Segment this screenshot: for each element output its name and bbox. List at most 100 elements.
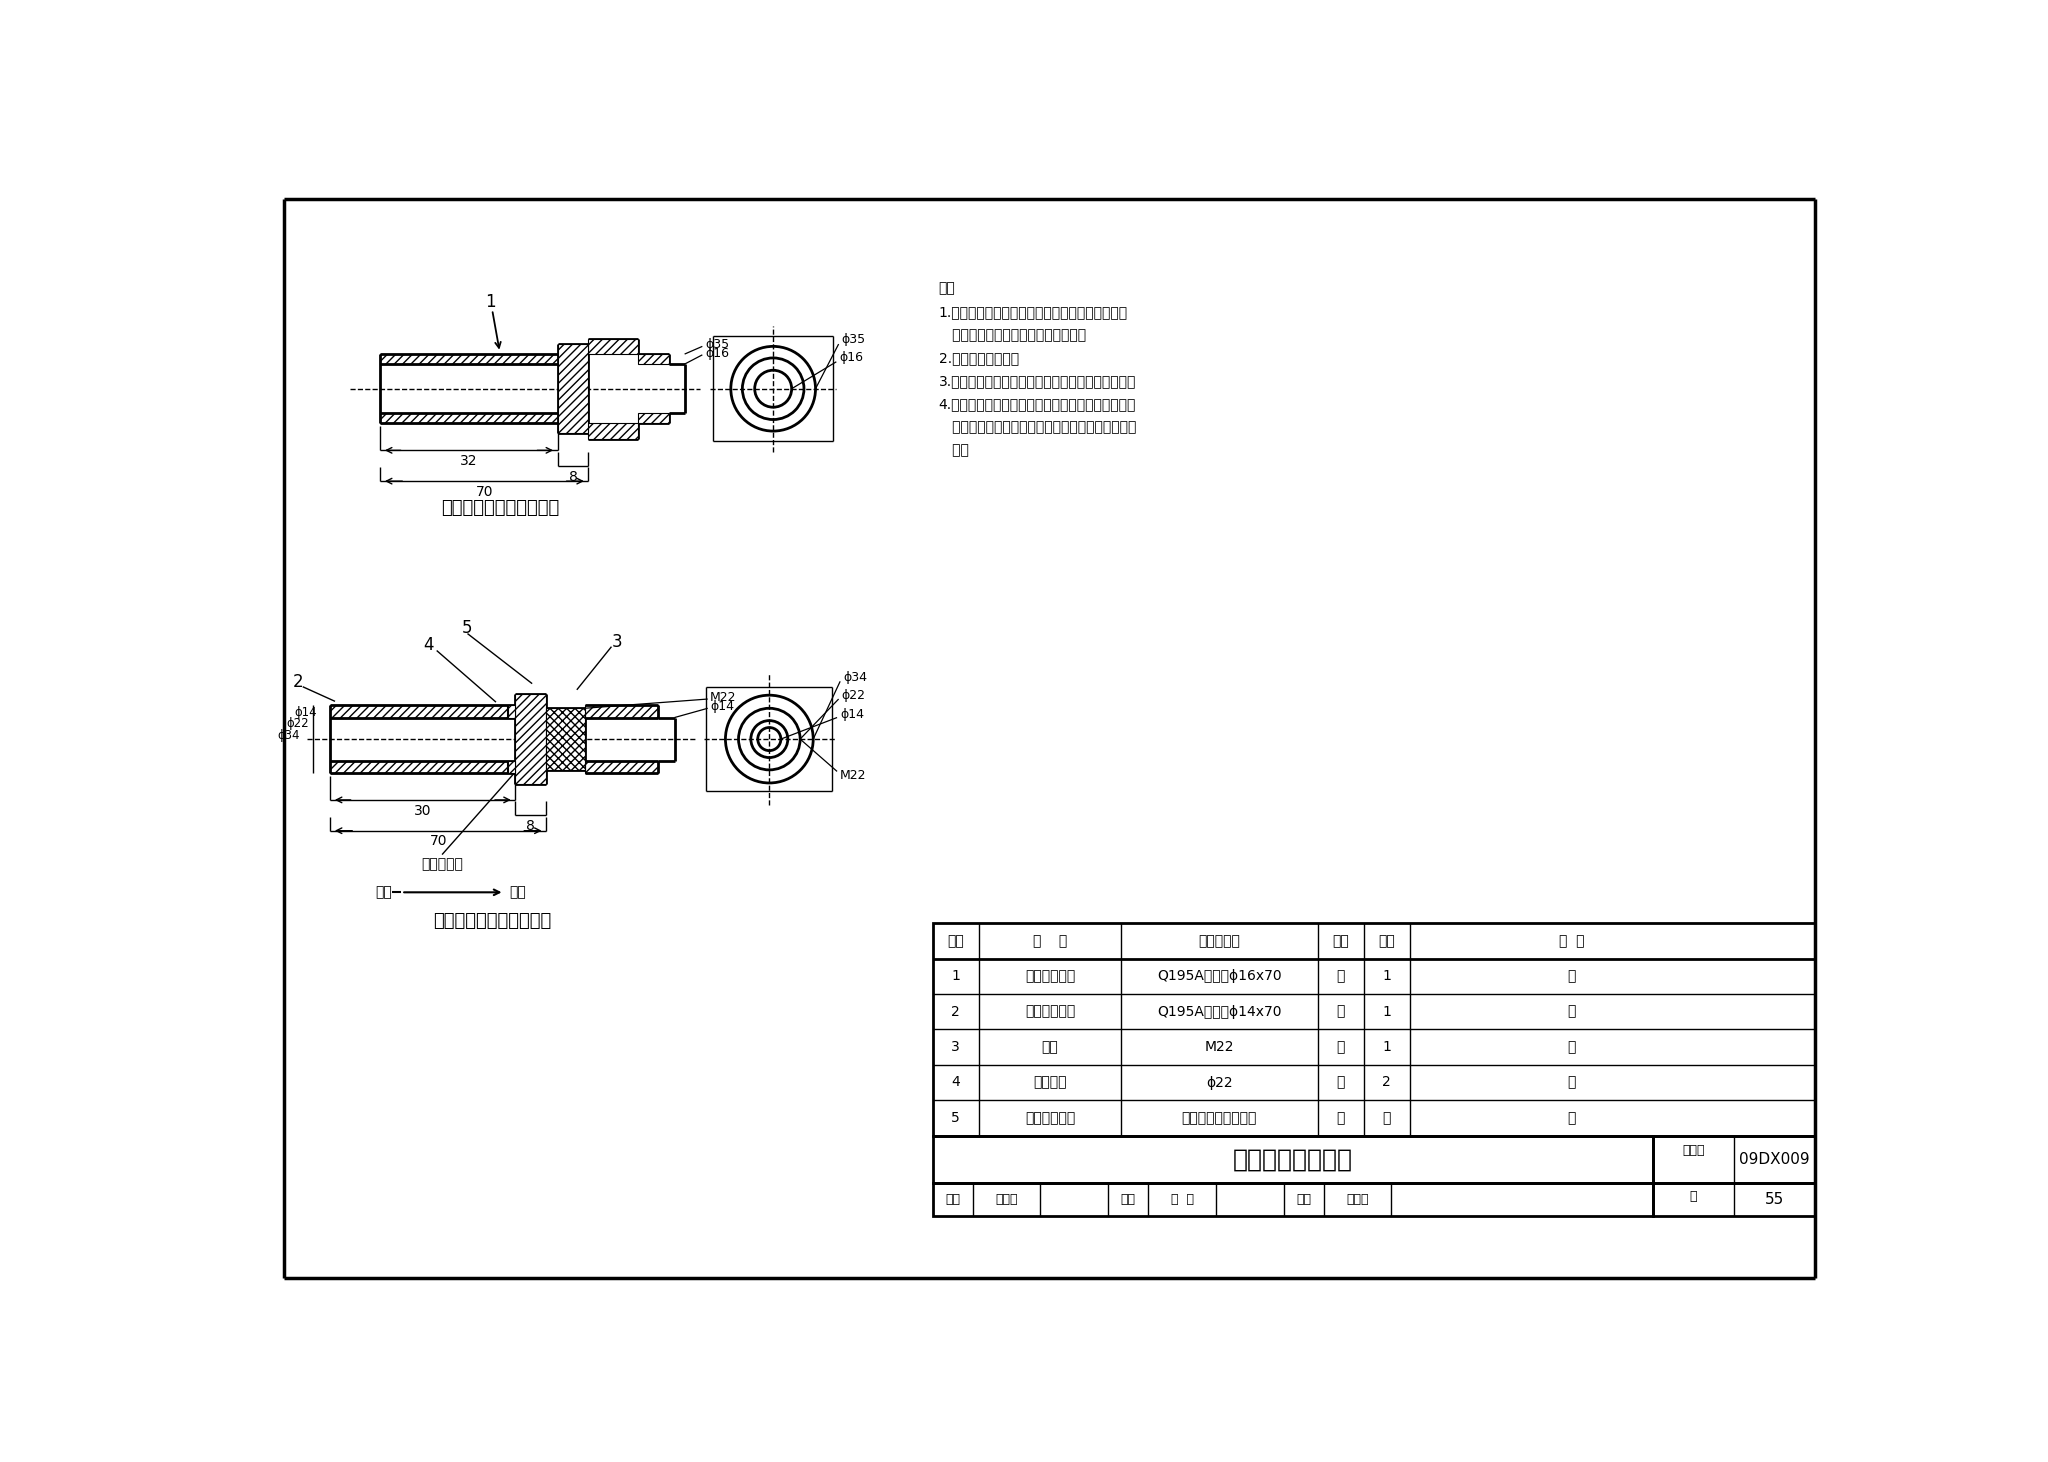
Bar [381, 414, 557, 424]
Text: 单位: 单位 [1333, 934, 1350, 947]
Bar [508, 705, 516, 718]
Text: 3: 3 [950, 1039, 961, 1054]
Text: 审核: 审核 [944, 1193, 961, 1206]
Text: ϕ14: ϕ14 [295, 706, 317, 719]
Text: 数量: 数量 [1378, 934, 1395, 947]
Bar [932, 1183, 1653, 1216]
Text: 注：: 注： [938, 282, 956, 295]
Text: ϕ35: ϕ35 [842, 333, 866, 346]
Text: 孙  兰: 孙 兰 [1171, 1193, 1194, 1206]
Bar [1653, 1136, 1815, 1183]
Text: 个: 个 [1337, 969, 1346, 984]
Text: 1: 1 [1382, 969, 1391, 984]
Text: 8: 8 [569, 469, 578, 484]
Text: ϕ22: ϕ22 [1206, 1076, 1233, 1089]
Text: －: － [1567, 969, 1575, 984]
Text: Q195A号钢，ϕ16x70: Q195A号钢，ϕ16x70 [1157, 969, 1282, 984]
Text: 1: 1 [485, 292, 496, 311]
Text: 页: 页 [1690, 1190, 1698, 1203]
Text: ϕ35: ϕ35 [705, 338, 729, 351]
Text: 70: 70 [475, 485, 494, 499]
Text: 曹启兰: 曹启兰 [1346, 1193, 1368, 1206]
Bar [1653, 1183, 1815, 1216]
Text: 漏。: 漏。 [938, 443, 969, 458]
Text: ϕ22: ϕ22 [287, 718, 309, 730]
Text: 4: 4 [950, 1076, 961, 1089]
Bar [588, 424, 639, 439]
Text: 孔周围的防腐层并用酒精清洗干净。: 孔周围的防腐层并用酒精清洗干净。 [938, 327, 1085, 342]
Text: 设计: 设计 [1296, 1193, 1311, 1206]
Bar [639, 414, 670, 424]
Text: 3.波导管（焊接固定）需与电磁屏蔽壁板严密焊接。: 3.波导管（焊接固定）需与电磁屏蔽壁板严密焊接。 [938, 374, 1137, 387]
Text: ϕ16: ϕ16 [840, 351, 864, 364]
Bar [639, 354, 670, 364]
Text: 32: 32 [461, 455, 477, 468]
Text: 个: 个 [1337, 1004, 1346, 1019]
Text: 名    称: 名 称 [1032, 934, 1067, 947]
Bar [381, 354, 557, 364]
Text: 1: 1 [1382, 1004, 1391, 1019]
Bar [330, 760, 516, 773]
Text: 波导管（一）: 波导管（一） [1024, 969, 1075, 984]
Text: 电磁屏蔽室: 电磁屏蔽室 [422, 857, 463, 871]
Text: 光纤波导管结构图: 光纤波导管结构图 [1233, 1148, 1354, 1171]
Bar [330, 705, 516, 718]
Text: 校对: 校对 [1120, 1193, 1137, 1206]
Text: －: － [1567, 1039, 1575, 1054]
Bar [584, 760, 657, 773]
Bar [932, 1136, 1653, 1183]
Text: 备  注: 备 注 [1559, 934, 1585, 947]
Text: 2: 2 [950, 1004, 961, 1019]
Text: 由具体工程设计确定: 由具体工程设计确定 [1182, 1111, 1257, 1124]
Text: 2: 2 [1382, 1076, 1391, 1089]
Text: 序号: 序号 [948, 934, 965, 947]
Text: M22: M22 [711, 692, 737, 705]
Bar [557, 344, 588, 433]
Text: M22: M22 [840, 769, 866, 782]
Text: 室内: 室内 [510, 886, 526, 899]
Text: －: － [1567, 1076, 1575, 1089]
Bar [584, 705, 657, 718]
Text: ϕ34: ϕ34 [279, 728, 301, 741]
Text: 图集号: 图集号 [1681, 1145, 1704, 1158]
Bar [516, 694, 547, 784]
Text: 1: 1 [1382, 1039, 1391, 1054]
Text: 1.电磁屏蔽壁板开安装孔后，去毛刺、倒角，除去: 1.电磁屏蔽壁板开安装孔后，去毛刺、倒角，除去 [938, 304, 1128, 319]
Text: Q195A号钢，ϕ14x70: Q195A号钢，ϕ14x70 [1157, 1004, 1282, 1019]
Text: ϕ14: ϕ14 [840, 708, 864, 721]
Text: 5: 5 [950, 1111, 961, 1124]
Text: ϕ34: ϕ34 [844, 671, 866, 684]
Text: 个: 个 [1337, 1076, 1346, 1089]
Text: 4: 4 [424, 636, 434, 654]
Text: 5: 5 [463, 620, 473, 637]
Text: －: － [1567, 1004, 1575, 1019]
Text: 去油污；螺母与波导管连接时，要拧紧，以防止泄: 去油污；螺母与波导管连接时，要拧紧，以防止泄 [938, 420, 1137, 434]
Text: 个: 个 [1337, 1039, 1346, 1054]
Text: 8: 8 [526, 819, 535, 833]
Text: 导电衬垫: 导电衬垫 [1034, 1076, 1067, 1089]
Text: 09DX009: 09DX009 [1739, 1152, 1810, 1167]
Text: －: － [1567, 1111, 1575, 1124]
Text: 螺母: 螺母 [1042, 1039, 1059, 1054]
Text: 4.波导管（螺母固定）的导电衬垫需用酒精清洗，除: 4.波导管（螺母固定）的导电衬垫需用酒精清洗，除 [938, 398, 1137, 411]
Text: ϕ22: ϕ22 [842, 689, 866, 702]
Text: 2: 2 [293, 673, 303, 692]
Text: ϕ16: ϕ16 [705, 346, 729, 360]
Text: 30: 30 [414, 804, 432, 817]
Text: 钟景华: 钟景华 [995, 1193, 1018, 1206]
Text: 波导管（二）: 波导管（二） [1024, 1004, 1075, 1019]
Text: 70: 70 [430, 835, 446, 848]
Text: －: － [1382, 1111, 1391, 1124]
Text: ϕ14: ϕ14 [711, 700, 733, 713]
Text: 1: 1 [950, 969, 961, 984]
Bar [547, 708, 584, 770]
Bar [932, 923, 1815, 1136]
Text: 型号及规格: 型号及规格 [1198, 934, 1241, 947]
Text: 光纤波导管（螺母固定）: 光纤波导管（螺母固定） [432, 912, 551, 930]
Text: 电磁屏蔽壁板: 电磁屏蔽壁板 [1024, 1111, 1075, 1124]
Bar [508, 760, 516, 773]
Text: 55: 55 [1765, 1192, 1784, 1208]
Text: －: － [1337, 1111, 1346, 1124]
Text: 光纤波导管（焊接固定）: 光纤波导管（焊接固定） [440, 499, 559, 518]
Text: 2.波导管表面镀铜。: 2.波导管表面镀铜。 [938, 351, 1018, 366]
